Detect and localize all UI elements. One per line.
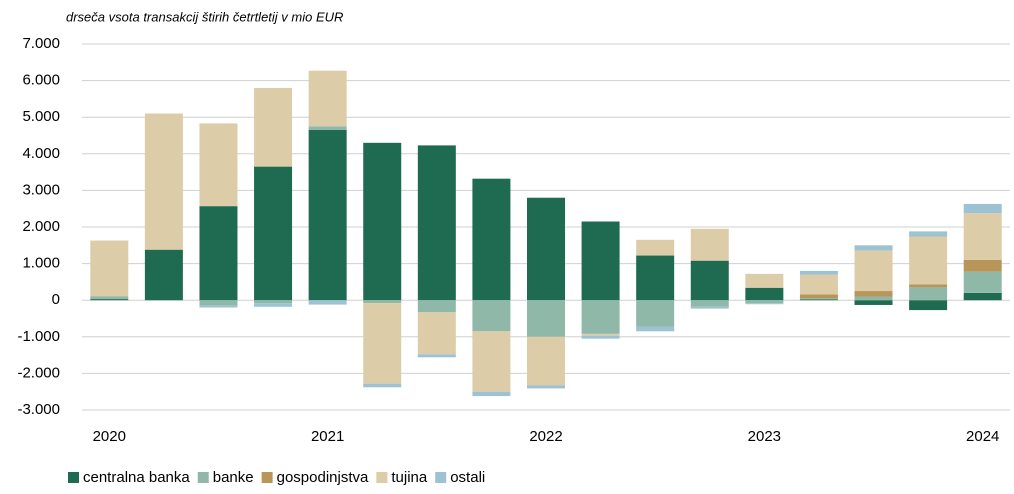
bar-segment (254, 87, 293, 167)
bar-segment (909, 231, 948, 237)
y-tick-label: 5.000 (22, 108, 60, 125)
bar-segment (472, 331, 511, 392)
bar-segment (472, 178, 511, 301)
bar-segment (527, 336, 565, 386)
bar-segment (527, 197, 565, 301)
y-tick-label: -3.000 (17, 401, 60, 418)
bar-segment (854, 291, 893, 297)
y-tick-label: 4.000 (22, 145, 60, 162)
bar-segment (690, 228, 729, 261)
bar-segment (199, 123, 238, 207)
bar-segment (581, 335, 620, 339)
legend-label: centralna banka (83, 469, 190, 486)
bar-segment (363, 383, 402, 388)
bar-segment (854, 245, 893, 251)
bar-segment (417, 300, 456, 313)
chart-subtitle: drseča vsota transakcij štirih četrtleti… (66, 9, 343, 24)
bar-segment (690, 260, 729, 301)
legend-swatch (68, 472, 79, 483)
x-tick-label: 2020 (93, 428, 126, 445)
bar-segment (90, 299, 129, 301)
bar-segment (909, 287, 948, 301)
bar-segment (363, 300, 402, 304)
bar-segment (745, 300, 784, 304)
bar-segment (199, 305, 238, 308)
y-tick-label: 2.000 (22, 218, 60, 235)
bar-segment (417, 354, 456, 358)
bar-segment (636, 255, 675, 301)
bar-segment (745, 287, 784, 301)
bar-segment (308, 126, 347, 131)
x-tick-label: 2022 (529, 428, 562, 445)
bar-segment (854, 250, 893, 292)
bar-segment (909, 236, 948, 285)
legend-swatch (197, 472, 209, 483)
legend-swatch (261, 472, 273, 483)
bar-segment (581, 221, 620, 301)
bar-segment (199, 300, 238, 306)
x-tick-label: 2023 (748, 428, 781, 445)
bar-segment (308, 70, 347, 127)
legend-label: banke (213, 469, 254, 486)
bar-segment (963, 203, 1002, 214)
bar-segment (799, 298, 838, 300)
bar-segment (254, 303, 293, 307)
bar-segment (745, 273, 784, 288)
bar-segment (799, 294, 838, 299)
bar-segment (854, 300, 893, 305)
bar-segment (909, 300, 948, 311)
bar-segment (363, 142, 402, 301)
bar-segment (144, 249, 183, 301)
y-tick-label: -1.000 (17, 328, 60, 345)
bar-segment (636, 239, 675, 256)
bar-segment (527, 300, 565, 337)
bar-segment (90, 296, 129, 300)
bar-segment (417, 145, 456, 301)
bar-segment (472, 300, 511, 332)
legend-label: gospodinjstva (277, 469, 369, 486)
bar-segment (854, 296, 893, 301)
y-tick-label: -2.000 (17, 364, 60, 381)
bar-segment (581, 300, 620, 334)
bar-segment (909, 284, 948, 288)
bar-segment (254, 166, 293, 301)
bar-segment (690, 300, 729, 307)
bar-segment (963, 271, 1002, 293)
y-tick-label: 6.000 (22, 72, 60, 89)
bar-segment (417, 312, 456, 355)
bar-segment (963, 292, 1002, 301)
y-tick-label: 0 (52, 291, 60, 308)
legend-label: ostali (450, 469, 485, 486)
bar-segment (636, 300, 675, 327)
bar-segment (199, 206, 238, 301)
bar-segment (963, 259, 1002, 272)
y-tick-label: 3.000 (22, 181, 60, 198)
bar-segment (363, 303, 402, 384)
bar-segment (636, 326, 675, 332)
x-tick-label: 2021 (311, 428, 344, 445)
bar-segment (144, 113, 183, 250)
bar-segment (745, 303, 784, 305)
legend-swatch (435, 472, 447, 483)
y-tick-label: 7.000 (22, 35, 60, 52)
bar-segment (527, 385, 565, 389)
x-tick-label: 2024 (966, 428, 999, 445)
legend-swatch (376, 472, 388, 483)
y-tick-label: 1.000 (22, 255, 60, 272)
bar-segment (308, 130, 347, 301)
bar-segment (90, 240, 129, 297)
legend-label: tujina (391, 469, 428, 486)
bar-segment (799, 274, 838, 295)
bar-segment (799, 299, 838, 301)
bar-segment (472, 391, 511, 397)
bar-segment (254, 300, 293, 304)
bar-segment (690, 306, 729, 309)
bar-segment (963, 213, 1002, 260)
bar-segment (581, 333, 620, 336)
bar-segment (308, 300, 347, 305)
bar-segment (799, 270, 838, 275)
